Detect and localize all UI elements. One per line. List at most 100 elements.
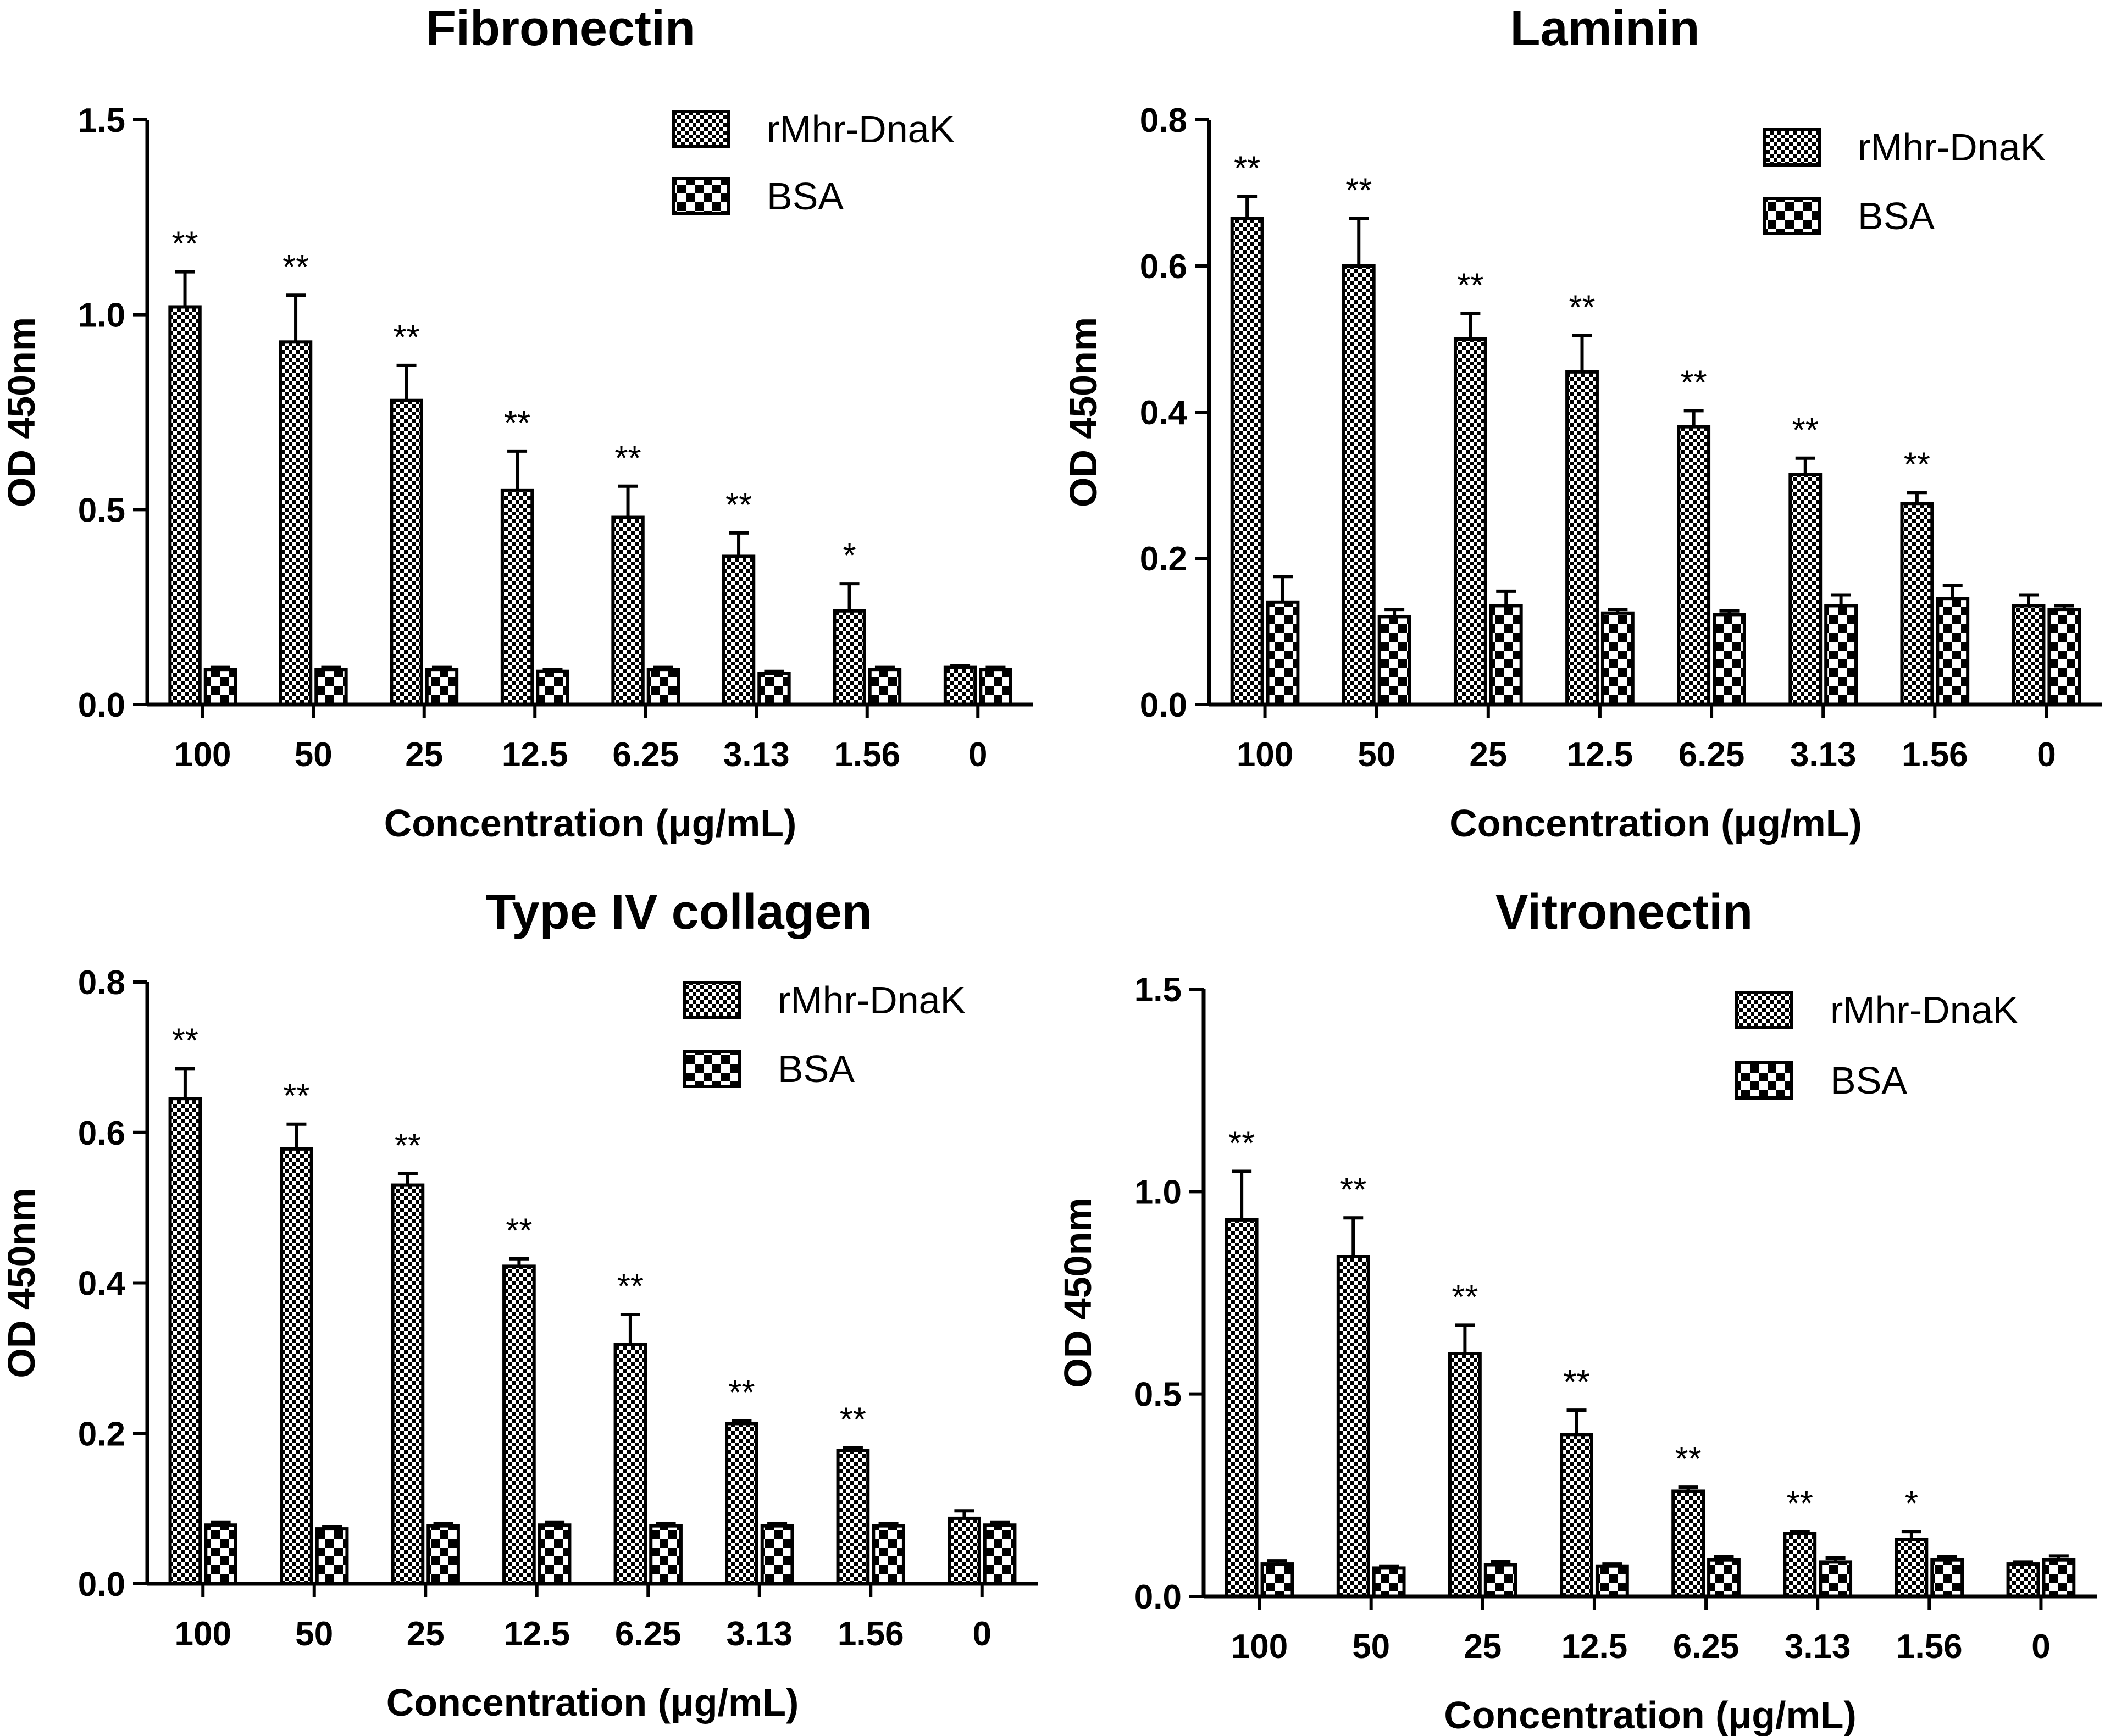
bar-bsa xyxy=(1266,600,1300,707)
x-tick-label: 100 xyxy=(174,736,231,774)
y-axis-label: OD 450nm xyxy=(0,317,43,507)
x-tick-label: 1.56 xyxy=(1896,1628,1963,1666)
x-tick-label: 50 xyxy=(295,736,333,774)
x-tick-label: 3.13 xyxy=(723,736,790,774)
bar-bsa xyxy=(1824,604,1858,706)
bar-bsa xyxy=(1377,615,1411,707)
bar-bsa xyxy=(1372,1566,1406,1599)
legend-swatch-rmhr-dnak xyxy=(683,981,741,1019)
bar-rmhr-dnak xyxy=(1560,1433,1593,1598)
bar-bsa xyxy=(1600,611,1635,706)
x-tick-label: 0 xyxy=(973,1615,991,1653)
legend-label: BSA xyxy=(1830,1059,1907,1102)
bar-rmhr-dnak xyxy=(280,1147,313,1586)
bar-rmhr-dnak xyxy=(1448,1352,1482,1598)
bar-bsa xyxy=(538,1523,572,1586)
bar-rmhr-dnak xyxy=(943,665,977,706)
x-axis-label: Concentration (μg/mL) xyxy=(1444,1694,1857,1736)
bar-bsa xyxy=(1489,604,1523,706)
x-tick-label: 25 xyxy=(405,736,443,774)
bar-rmhr-dnak xyxy=(1342,264,1376,706)
bar-rmhr-dnak xyxy=(1230,217,1264,706)
significance-marker: ** xyxy=(1234,150,1260,188)
significance-marker: ** xyxy=(1681,364,1707,402)
bar-rmhr-dnak xyxy=(279,340,313,706)
bar-rmhr-dnak xyxy=(1671,1489,1705,1598)
x-axis-label: Concentration (μg/mL) xyxy=(384,802,797,845)
bar-rmhr-dnak xyxy=(833,609,866,707)
bar-bsa xyxy=(1483,1563,1517,1599)
legend-swatch-rmhr-dnak xyxy=(1735,991,1793,1029)
significance-marker: ** xyxy=(614,440,641,478)
chart-panel: Fibronectin ** 100 ** 50 ** 25 ** 12.5 ** 6.25 ** 3.… xyxy=(0,1,1033,845)
legend-label: rMhr-DnaK xyxy=(1830,989,2018,1031)
bar-rmhr-dnak xyxy=(1788,473,1823,706)
x-tick-label: 0 xyxy=(2031,1628,2050,1666)
legend-swatch-bsa xyxy=(1735,1061,1793,1100)
significance-marker: ** xyxy=(1452,1278,1478,1316)
chart-title: Vitronectin xyxy=(1495,885,1753,940)
significance-marker: ** xyxy=(1228,1125,1255,1163)
significance-marker: ** xyxy=(617,1268,644,1306)
significance-marker: ** xyxy=(504,404,530,442)
bar-rmhr-dnak xyxy=(168,1097,202,1585)
legend-swatch-rmhr-dnak xyxy=(1763,128,1821,167)
chart-panel: Vitronectin ** 100 ** 50 ** 25 ** 12.5 ** 6.25 ** 3.… xyxy=(1056,885,2097,1736)
x-tick-label: 0 xyxy=(2037,736,2056,774)
significance-marker: ** xyxy=(1563,1363,1589,1401)
bar-bsa xyxy=(983,1523,1017,1586)
significance-marker: * xyxy=(843,537,856,575)
bar-bsa xyxy=(203,668,237,707)
x-tick-label: 50 xyxy=(1352,1628,1390,1666)
bar-bsa xyxy=(979,668,1012,707)
bar-bsa xyxy=(646,668,680,707)
bar-rmhr-dnak xyxy=(391,1183,425,1585)
y-tick-label: 0.2 xyxy=(1140,540,1187,578)
x-tick-label: 1.56 xyxy=(838,1615,904,1653)
bar-bsa xyxy=(1819,1560,1853,1598)
y-tick-label: 1.5 xyxy=(78,102,125,140)
x-tick-label: 25 xyxy=(1464,1628,1502,1666)
bar-rmhr-dnak xyxy=(725,1422,758,1586)
x-tick-label: 6.25 xyxy=(1679,736,1745,774)
legend-label: BSA xyxy=(1858,195,1935,237)
significance-marker: ** xyxy=(725,486,752,524)
bar-rmhr-dnak xyxy=(168,305,202,706)
x-tick-label: 25 xyxy=(407,1615,445,1653)
bar-bsa xyxy=(1930,1558,1964,1598)
y-tick-label: 0.0 xyxy=(78,686,125,724)
significance-marker: ** xyxy=(840,1401,866,1439)
bar-bsa xyxy=(1260,1562,1294,1598)
legend-swatch-bsa xyxy=(683,1050,741,1088)
x-tick-label: 1.56 xyxy=(834,736,900,774)
bar-bsa xyxy=(868,668,902,707)
y-tick-label: 0.5 xyxy=(1134,1376,1182,1414)
bar-bsa xyxy=(315,1527,349,1586)
significance-marker: ** xyxy=(395,1127,421,1165)
y-tick-label: 0.6 xyxy=(78,1114,125,1152)
legend-label: rMhr-DnaK xyxy=(1858,126,2046,169)
y-tick-label: 0.4 xyxy=(78,1265,126,1303)
x-tick-label: 50 xyxy=(1358,736,1395,774)
y-tick-label: 0.2 xyxy=(78,1415,125,1453)
bar-rmhr-dnak xyxy=(500,488,534,706)
x-tick-label: 3.13 xyxy=(726,1615,793,1653)
bar-bsa xyxy=(314,668,348,707)
chart-title: Laminin xyxy=(1510,1,1699,56)
bar-bsa xyxy=(872,1524,905,1585)
significance-marker: ** xyxy=(283,1078,309,1116)
bar-bsa xyxy=(649,1524,683,1585)
significance-marker: ** xyxy=(1904,446,1930,484)
y-tick-label: 0.8 xyxy=(1140,102,1187,140)
bar-bsa xyxy=(1713,613,1746,707)
x-tick-label: 0 xyxy=(968,736,987,774)
legend-label: BSA xyxy=(767,175,844,218)
y-tick-label: 1.5 xyxy=(1134,971,1182,1009)
bar-rmhr-dnak xyxy=(2012,604,2046,706)
bar-bsa xyxy=(536,669,569,706)
y-tick-label: 0.8 xyxy=(78,964,125,1002)
significance-marker: ** xyxy=(1457,267,1483,304)
y-tick-label: 0.0 xyxy=(78,1566,125,1604)
x-tick-label: 100 xyxy=(1237,736,1293,774)
bar-bsa xyxy=(204,1523,237,1586)
